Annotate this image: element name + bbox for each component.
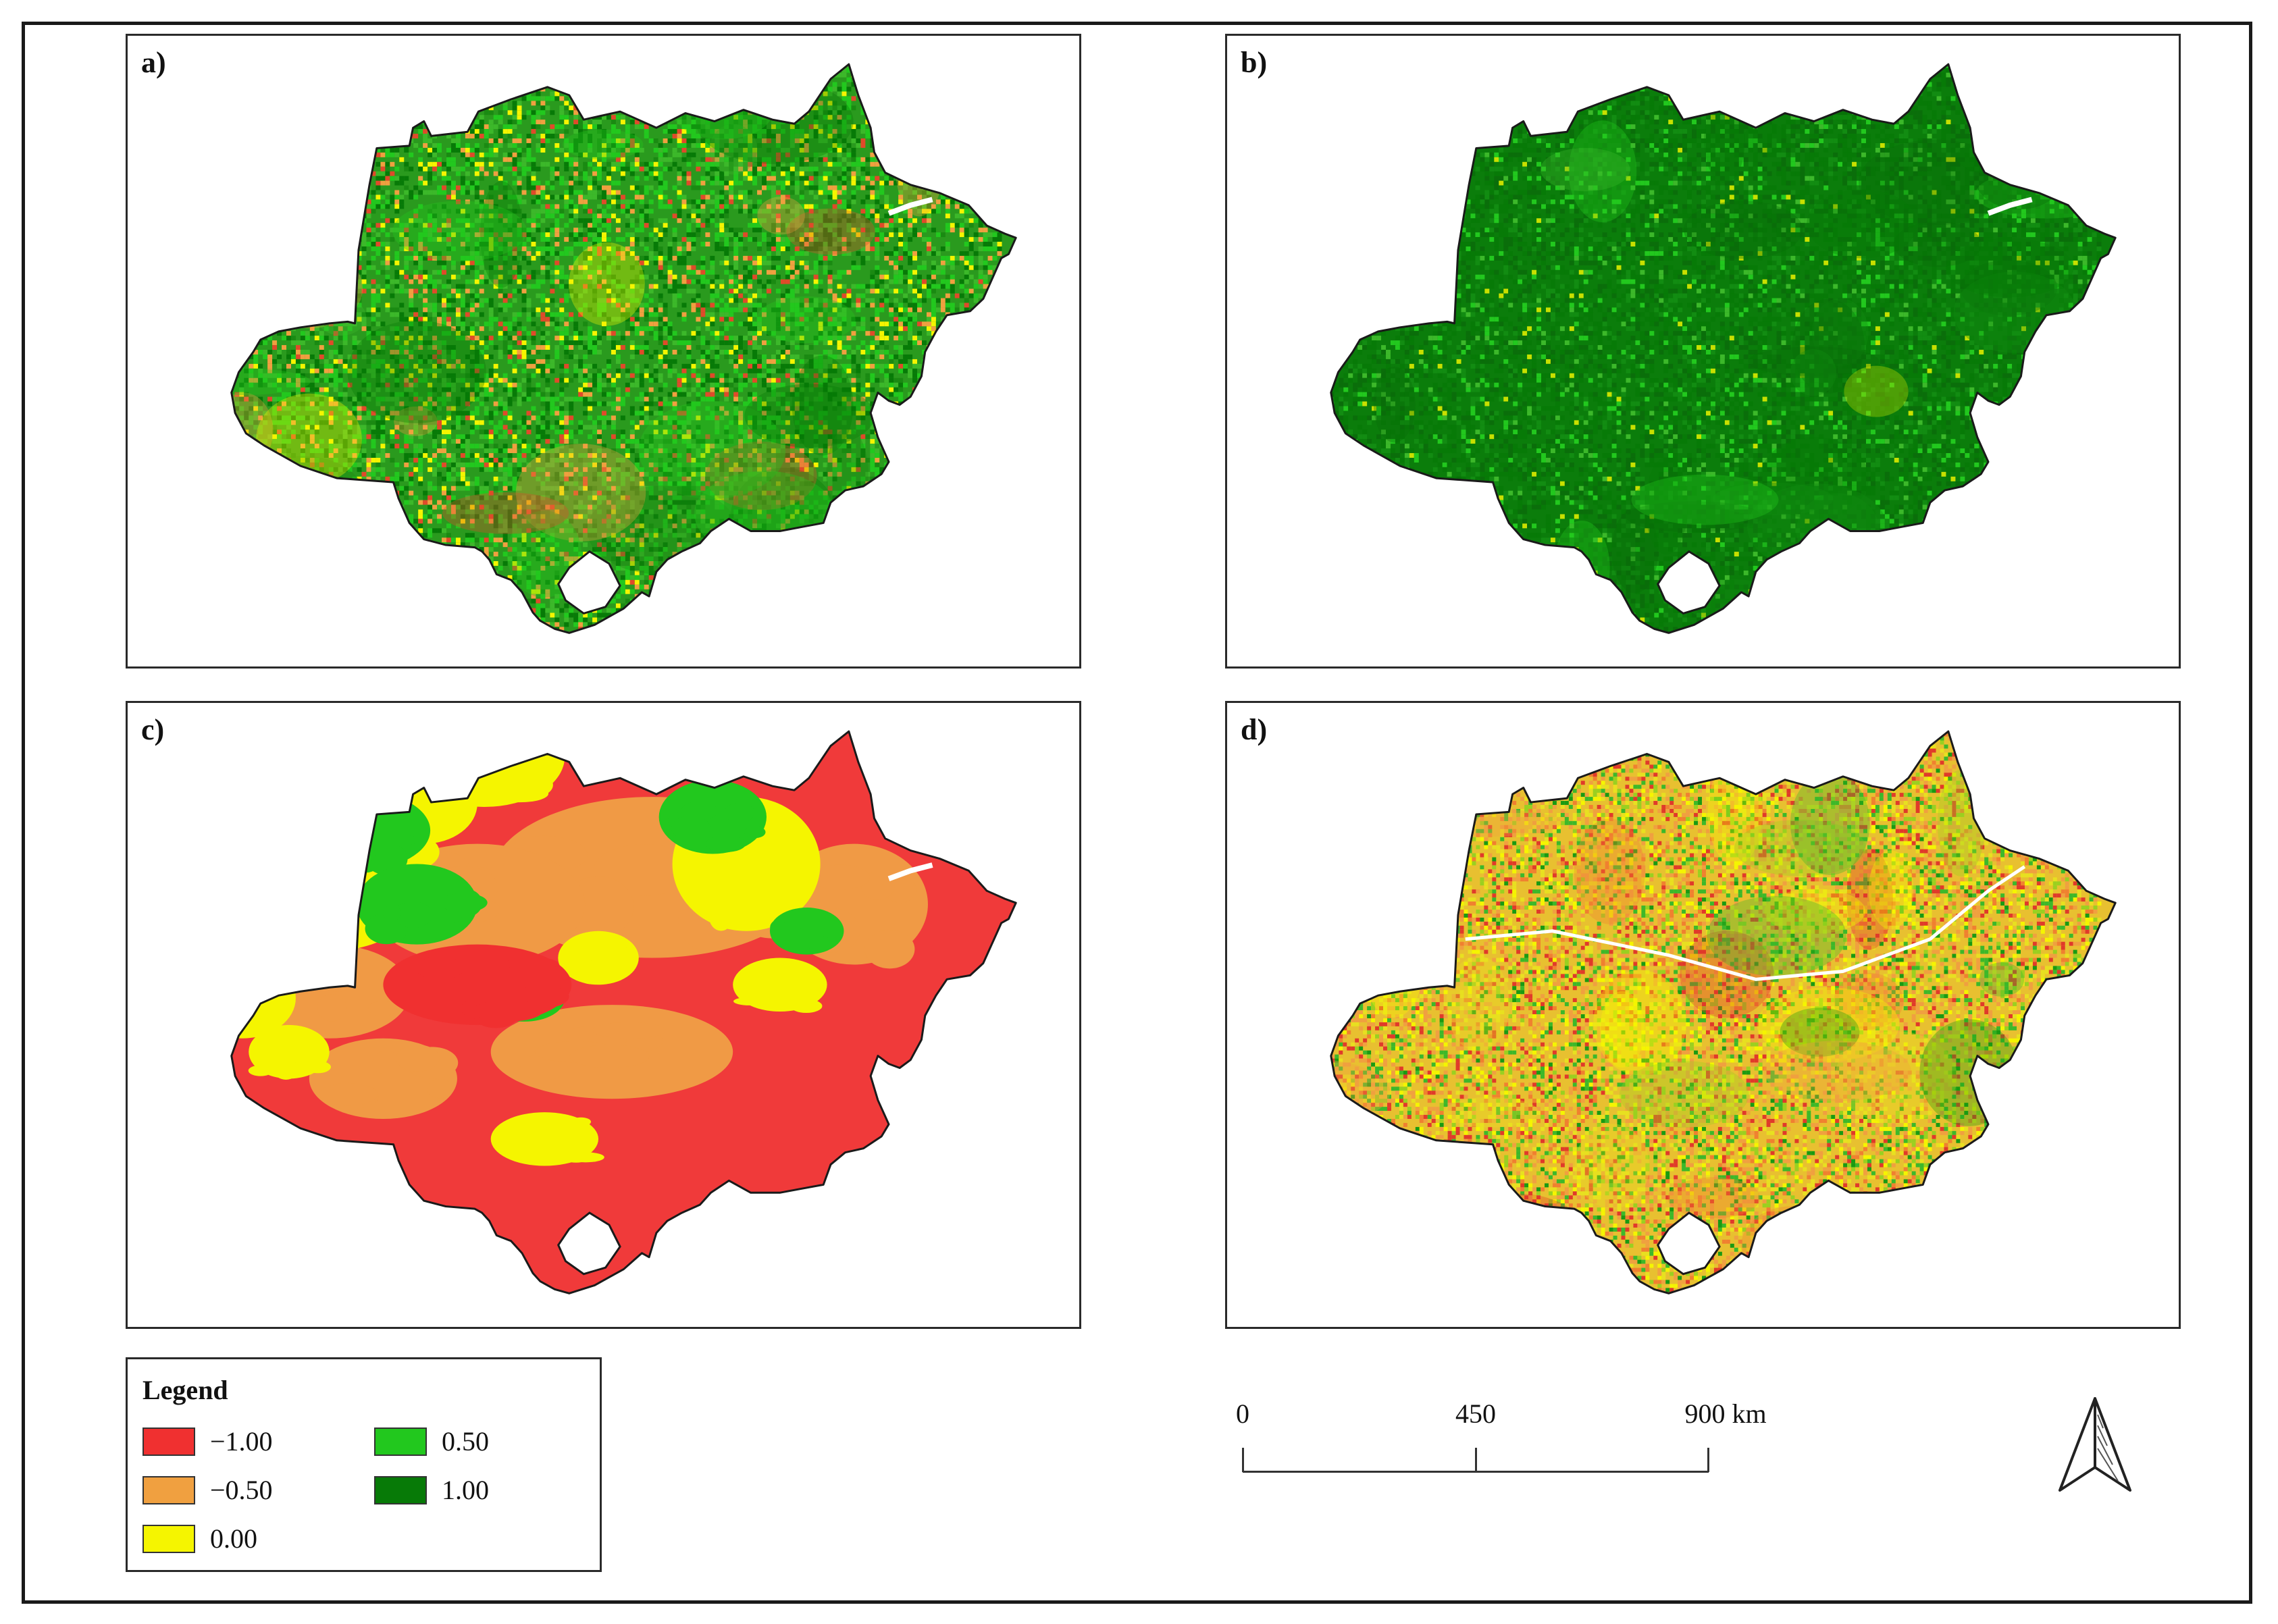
map-raster-b (1330, 64, 2116, 633)
scale-tick-900 (1707, 1448, 1709, 1472)
map-panel-c: c) (126, 701, 1081, 1329)
pantanal-outline-b (1656, 550, 1721, 615)
pantanal-outline-c (556, 1211, 621, 1276)
scale-label-900: 900 km (1684, 1398, 1766, 1430)
region-outline-c (230, 730, 1017, 1294)
legend-label-zero: 0.00 (210, 1523, 257, 1554)
legend-swatch-1 (374, 1475, 427, 1504)
pantanal-outline-d (1656, 1211, 1721, 1276)
legend-swatch-zero (143, 1524, 195, 1553)
legend-label-0-5: 0.50 (442, 1425, 489, 1457)
legend-swatch-minus-1 (143, 1427, 195, 1456)
scale-tick-450 (1475, 1448, 1477, 1472)
north-arrow-icon (2053, 1394, 2138, 1496)
panel-label-a: a) (141, 45, 166, 80)
panel-label-b: b) (1241, 45, 1267, 80)
legend-label-minus-0-5: −0.50 (210, 1474, 273, 1506)
panel-label-d: d) (1241, 712, 1267, 747)
map-raster-a (231, 64, 1016, 633)
scale-label-0: 0 (1236, 1398, 1249, 1430)
legend-swatch-0-5 (374, 1427, 427, 1456)
legend: Legend −1.00 −0.50 0.00 0.50 1.00 (126, 1357, 602, 1572)
amazon-map-d (1330, 730, 2117, 1294)
map-panel-a: a) (126, 34, 1081, 669)
amazon-map-a (230, 63, 1017, 634)
legend-item-1: 1.00 (374, 1474, 489, 1506)
region-outline-b (1330, 63, 2117, 634)
map-panel-d: d) (1225, 701, 2181, 1329)
region-outline-a (230, 63, 1017, 634)
map-raster-c (231, 731, 1016, 1294)
legend-item-minus-1: −1.00 (143, 1425, 273, 1457)
legend-item-minus-0-5: −0.50 (143, 1474, 273, 1506)
panel-label-c: c) (141, 712, 164, 747)
legend-swatch-minus-0-5 (143, 1475, 195, 1504)
legend-label-minus-1: −1.00 (210, 1425, 273, 1457)
region-outline-d (1330, 730, 2117, 1294)
legend-item-0-5: 0.50 (374, 1425, 489, 1457)
legend-title: Legend (143, 1374, 228, 1406)
amazon-map-c (230, 730, 1017, 1294)
legend-label-1: 1.00 (442, 1474, 489, 1506)
pantanal-outline-a (556, 550, 621, 615)
scale-label-450: 450 (1455, 1398, 1496, 1430)
map-raster-d (1330, 731, 2116, 1294)
amazon-map-b (1330, 63, 2117, 634)
scale-tick-0 (1242, 1448, 1244, 1472)
map-panel-b: b) (1225, 34, 2181, 669)
legend-item-zero: 0.00 (143, 1523, 257, 1554)
scale-bar: 0 450 900 km (1222, 1398, 1767, 1479)
figure-frame (22, 22, 2252, 1604)
